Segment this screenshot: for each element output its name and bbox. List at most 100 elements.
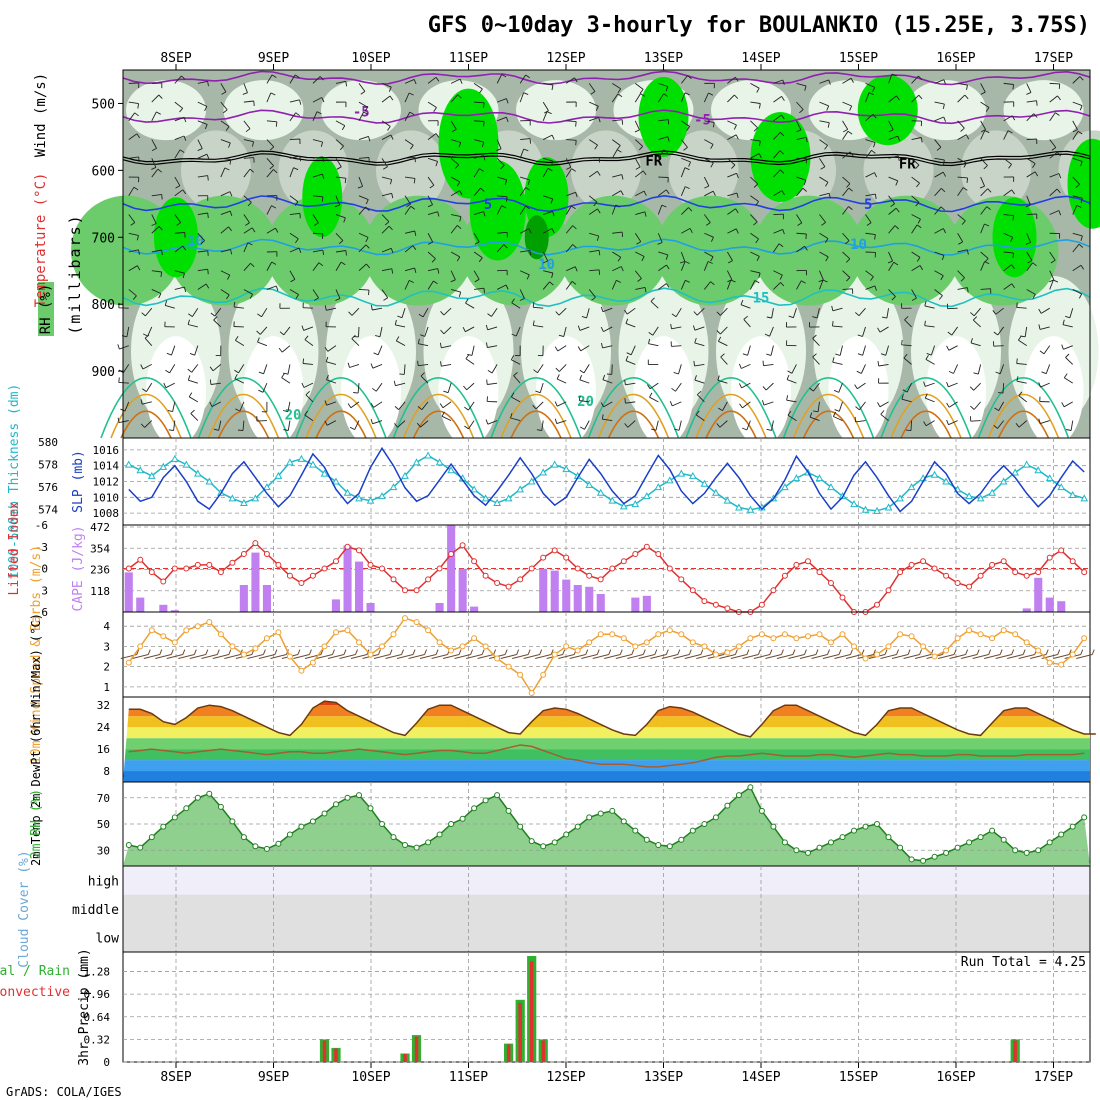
wind-barb-flag bbox=[590, 91, 596, 95]
wind-barb bbox=[634, 93, 641, 103]
wind-barb-flag bbox=[547, 167, 553, 172]
sounding-ytick-label: 500 bbox=[92, 97, 115, 112]
wind-barb-flag bbox=[279, 331, 285, 336]
wind-barb-flag bbox=[483, 288, 485, 294]
cape-bar bbox=[539, 568, 548, 612]
wind-barb bbox=[865, 150, 872, 159]
wind-barb bbox=[473, 168, 480, 178]
wind-barb-flag bbox=[366, 263, 371, 269]
wind-barb-flag bbox=[870, 276, 874, 281]
wind-barb bbox=[566, 139, 577, 141]
isotherm-label: -5 bbox=[694, 113, 711, 129]
wind-barb-flag bbox=[1055, 112, 1060, 116]
wind-barb-flag bbox=[895, 180, 899, 186]
wind-barb bbox=[289, 99, 300, 103]
wind-barb-10m bbox=[742, 654, 759, 660]
wind-barb-flag bbox=[1016, 302, 1018, 308]
wind-speed-series-point bbox=[678, 631, 685, 638]
wind-barb bbox=[1003, 283, 1013, 290]
wind-barb-flag bbox=[782, 79, 785, 85]
wind-speed-series-point bbox=[263, 635, 270, 642]
wind-barb-flag bbox=[365, 237, 369, 243]
wind-barb bbox=[586, 308, 590, 319]
wind-barb bbox=[450, 289, 461, 293]
wind-speed-series-point bbox=[482, 643, 489, 650]
wind-barb bbox=[948, 345, 958, 351]
wind-barb-flag bbox=[429, 184, 435, 189]
thickness-series-point bbox=[873, 506, 881, 514]
wind-barb bbox=[450, 94, 459, 103]
rh-upper-dry-region bbox=[321, 80, 401, 141]
wind-barb bbox=[566, 120, 577, 123]
wind-barb bbox=[773, 228, 783, 234]
wind-barb bbox=[589, 232, 599, 237]
li-series-point bbox=[194, 561, 201, 568]
wind-barb-10m bbox=[937, 654, 955, 660]
li-series-point bbox=[160, 578, 167, 585]
wind-barb-10m-flag bbox=[378, 649, 381, 655]
wind-barb bbox=[496, 139, 502, 149]
wind-barb-flag bbox=[505, 284, 509, 290]
wind-barb bbox=[911, 265, 921, 272]
wind-barb bbox=[397, 420, 406, 428]
wind-barb-flag bbox=[801, 280, 806, 284]
wind-barb bbox=[911, 195, 920, 203]
rh-surface-dry-core bbox=[731, 336, 791, 447]
wind-barb bbox=[1003, 130, 1009, 140]
wind-barb-flag bbox=[1034, 171, 1039, 177]
wind-barb bbox=[812, 338, 820, 346]
wind-barb-flag bbox=[235, 408, 241, 412]
wind-barb-10m-flag bbox=[343, 649, 347, 655]
precip-convective-bar bbox=[322, 1040, 327, 1062]
wind-barb-flag bbox=[206, 154, 210, 159]
wind-barb bbox=[326, 361, 337, 365]
wind-barb-10m bbox=[1053, 654, 1070, 660]
wind-barb-flag bbox=[812, 334, 817, 339]
rh-moist-region bbox=[71, 195, 181, 306]
wind-barb-flag bbox=[671, 387, 676, 392]
wind-barb bbox=[588, 208, 598, 215]
wind-barb bbox=[980, 158, 988, 166]
wind-barb-10m-flag bbox=[182, 649, 186, 655]
wind-barb-flag bbox=[183, 117, 187, 123]
wind-barb-flag bbox=[891, 296, 896, 301]
li-series-point bbox=[482, 572, 489, 579]
wind-barb bbox=[583, 364, 590, 374]
rh-series-point bbox=[770, 823, 777, 830]
wind-barb bbox=[678, 364, 682, 375]
wind-barb bbox=[819, 214, 826, 223]
wind-barb-flag bbox=[762, 360, 764, 366]
wind-barb bbox=[234, 378, 245, 384]
wind-barb-flag bbox=[901, 339, 903, 345]
wind-barb bbox=[770, 345, 774, 356]
wind-barb-10m-flag bbox=[481, 649, 485, 655]
wind-barb-flag bbox=[1032, 262, 1037, 267]
wind-barb-flag bbox=[972, 316, 978, 321]
wind-barb bbox=[289, 138, 300, 141]
wind-barb bbox=[993, 345, 1004, 347]
rh-ytick-label: 70 bbox=[97, 792, 110, 805]
wind-barb bbox=[957, 249, 968, 253]
wind-barb bbox=[796, 101, 804, 110]
wind-barb bbox=[980, 206, 988, 215]
rh-saturated-region bbox=[154, 197, 198, 278]
wind-barb-flag bbox=[822, 279, 828, 283]
wind-barb-10m-flag bbox=[1068, 649, 1072, 655]
wind-barb-flag bbox=[923, 421, 927, 427]
wind-barb bbox=[381, 289, 389, 298]
thickness-series-point bbox=[1080, 494, 1089, 502]
wind-barb bbox=[151, 289, 162, 294]
wind-barb-flag bbox=[877, 327, 881, 333]
wind-ylabel: 10m Wind Speed & Barbs (m/s) bbox=[29, 545, 44, 764]
wind-barb bbox=[372, 420, 383, 425]
wind-barb bbox=[635, 190, 645, 197]
wind-barb-flag bbox=[299, 99, 302, 105]
wind-barb bbox=[635, 83, 644, 90]
wind-barb bbox=[773, 79, 783, 84]
wind-barb bbox=[819, 232, 829, 239]
wind-barb-flag bbox=[849, 105, 853, 111]
wind-barb-flag bbox=[756, 87, 760, 93]
wind-barb-flag bbox=[813, 410, 819, 413]
wind-barb bbox=[1040, 420, 1050, 425]
wind-barb bbox=[888, 120, 894, 130]
